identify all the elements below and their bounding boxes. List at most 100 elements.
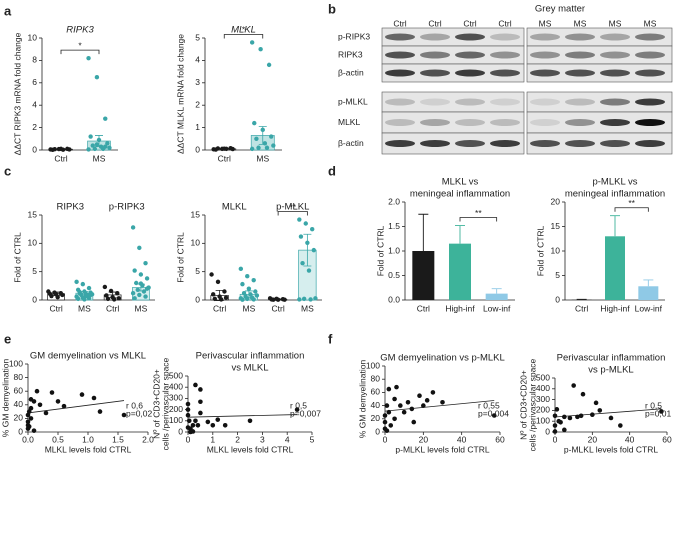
group-label: MLKL [222,202,247,213]
y-tick-label: 500 [169,370,183,380]
data-point [305,240,310,245]
data-point [597,408,603,413]
x-tick-label: Ctrl [575,303,588,313]
blot-strip [526,132,673,155]
y-axis-label: % GM demyelination [0,359,10,438]
data-point [88,292,93,298]
data-point [298,234,304,239]
blot-band [530,69,560,77]
data-point [593,400,599,406]
y-tick-label: 20 [551,196,561,206]
data-point [417,393,422,399]
y-tick-label: 40 [371,400,381,410]
data-point [193,418,198,424]
sig-bracket [277,211,308,216]
y-tick-label: 3 [195,77,200,87]
data-point [275,297,281,302]
y-tick-label: 0 [178,426,183,436]
data-point [105,141,110,146]
data-point [186,418,192,424]
blot-band [530,119,560,126]
annotation: p=0,01 [645,408,672,418]
x-tick-label: 4 [285,434,290,444]
bar [638,286,659,300]
y-axis-label: Nº of CD3+CD20+ [518,370,528,440]
x-tick-label: 20 [419,434,429,444]
data-point [562,414,567,420]
blot-band [565,51,595,59]
data-point [271,297,276,302]
x-tick-label: High-inf [600,303,630,313]
data-point [134,280,139,286]
data-point [31,428,37,433]
chart-title: Perivascular inflammation [557,353,666,364]
data-point [28,416,34,421]
sig-label: ** [289,202,296,212]
y-tick-label: 100 [169,415,183,425]
data-point [240,297,245,302]
blot-band [455,51,485,59]
fit-line [27,400,125,414]
data-point [88,134,93,139]
blot-band [385,140,415,147]
y-tick-label: 15 [191,209,201,219]
data-point [424,398,430,403]
lane-label: MS [609,18,622,28]
data-point [590,412,595,418]
data-point [80,281,86,287]
data-point [313,296,318,301]
x-axis-label: MLKL levels fold CTRL [45,444,132,454]
data-point [260,127,265,133]
blot-band [455,33,485,41]
blot-band [600,98,630,106]
y-tick-label: 15 [551,221,561,231]
y-tick-label: 0 [555,294,560,304]
data-point [251,297,256,302]
data-point [392,396,397,402]
blot-band [600,51,630,59]
y-tick-label: 40 [14,399,24,409]
blot-band [490,33,520,41]
blot-strip [381,63,525,83]
blot-band [565,33,595,41]
blot-band [420,119,450,126]
blot-band [490,98,520,106]
lane-label: MS [539,18,552,28]
data-point [249,40,255,45]
blot-band [530,33,560,41]
y-tick-label: 5 [195,266,200,276]
x-axis-label: MLKL levels fold CTRL [207,444,294,454]
data-point [256,145,261,150]
bar [605,236,625,300]
blot-strip [381,132,525,155]
data-point [608,415,614,421]
chart-title: MLKL [231,25,256,36]
data-point [86,285,92,291]
annotation: p=0,02 [126,408,153,418]
data-point [409,406,415,412]
data-point [388,423,394,428]
y-tick-label: 500 [536,372,550,382]
data-point [96,137,102,143]
data-point [421,403,426,408]
data-point [37,402,43,408]
y-tick-label: 20 [371,413,381,423]
blot-band [420,98,450,106]
data-point [222,289,227,294]
data-point [185,407,191,412]
blot-band [530,51,560,59]
blot-band [490,119,520,126]
data-point [245,274,250,279]
data-point [440,400,445,405]
data-point [103,116,108,121]
error-bar [610,215,620,237]
y-tick-label: 1.5 [388,221,400,231]
y-tick-label: 80 [371,373,381,383]
y-tick-label: 400 [536,383,550,393]
y-tick-label: 10 [28,238,38,248]
blot-band [635,33,665,41]
chart-title: meningeal inflammation [410,189,510,200]
x-tick-label: 0.0 [22,434,34,444]
data-point [258,47,263,52]
